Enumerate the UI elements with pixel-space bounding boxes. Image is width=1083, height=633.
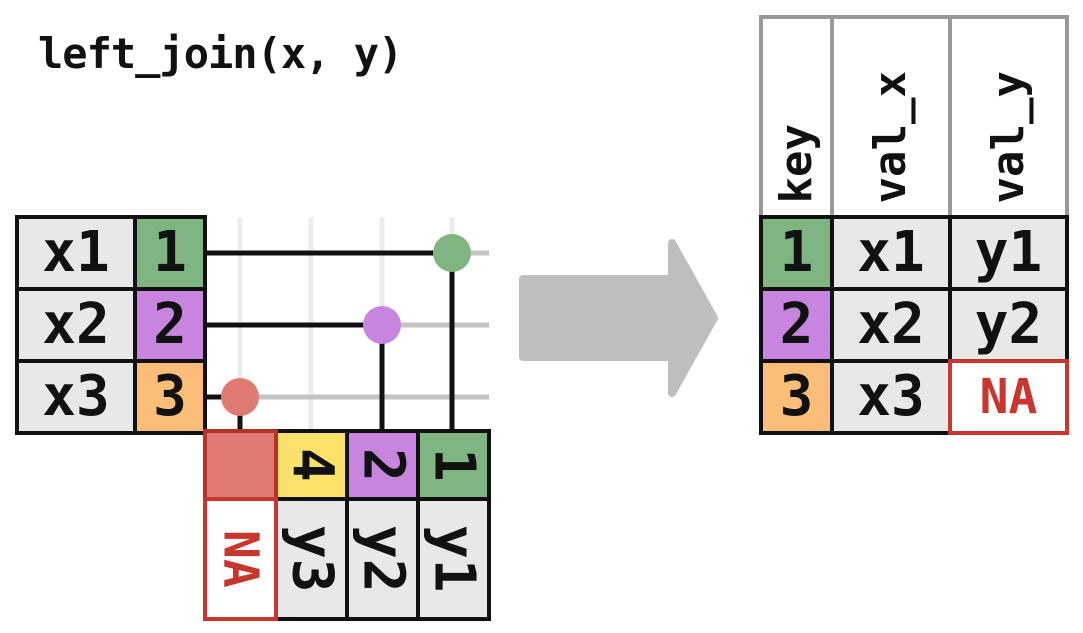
match-dot-key3-unmatched — [221, 378, 259, 416]
result-val-y-cell: y1 — [952, 219, 1065, 287]
y-table-val-text: y2 — [350, 525, 416, 593]
result-key-cell: 1 — [763, 219, 830, 287]
y-table-unmatched-key-overlay — [203, 429, 278, 501]
result-header-key-text: key — [770, 123, 822, 203]
y-table-val-cell: y3 — [278, 501, 345, 617]
y-table-na-text: NA — [212, 530, 269, 588]
result-header-val-x: val_x — [834, 19, 948, 215]
result-val-y-cell: y2 — [952, 291, 1065, 359]
y-table-val-cell: y2 — [349, 501, 416, 617]
result-val-x-cell: x1 — [834, 219, 948, 287]
x-table-val-cell: x3 — [19, 363, 133, 431]
y-table-val-cell: y1 — [420, 501, 487, 617]
result-key-cell: 2 — [763, 291, 830, 359]
x-table-key-cell: 1 — [137, 219, 203, 287]
match-dot-key1 — [433, 234, 471, 272]
result-header-val-x-text: val_x — [865, 70, 916, 203]
x-table-val-cell: x1 — [19, 219, 133, 287]
result-val-x-cell: x3 — [834, 363, 948, 431]
x-table-key-cell: 3 — [137, 363, 203, 431]
result-header-val-y-text: val_y — [982, 70, 1034, 203]
y-table-na-cell: NA — [203, 497, 278, 621]
y-table-key-text: 2 — [350, 448, 416, 482]
result-header-val-y: val_y — [952, 19, 1065, 215]
y-table-val-text: y3 — [279, 525, 345, 593]
x-table-val-cell: x2 — [19, 291, 133, 359]
result-key-cell: 3 — [763, 363, 830, 431]
y-table-key-cell: 1 — [420, 433, 487, 497]
result-val-x-cell: x2 — [834, 291, 948, 359]
result-table-header: key val_x val_y — [759, 15, 1069, 219]
y-table-key-text: 4 — [279, 448, 345, 482]
y-table-key-text: 1 — [421, 448, 487, 482]
y-table-val-text: y1 — [421, 525, 487, 593]
result-header-key: key — [763, 19, 830, 215]
right-arrow-icon — [519, 239, 718, 397]
x-table-key-cell: 2 — [137, 291, 203, 359]
y-table-key-cell: 4 — [278, 433, 345, 497]
x-table: x1 1 x2 2 x3 3 — [15, 215, 207, 435]
match-dot-key2 — [363, 306, 401, 344]
y-table-key-cell: 2 — [349, 433, 416, 497]
diagram-title: left_join(x, y) — [38, 29, 403, 78]
result-na-cell: NA — [948, 359, 1069, 435]
